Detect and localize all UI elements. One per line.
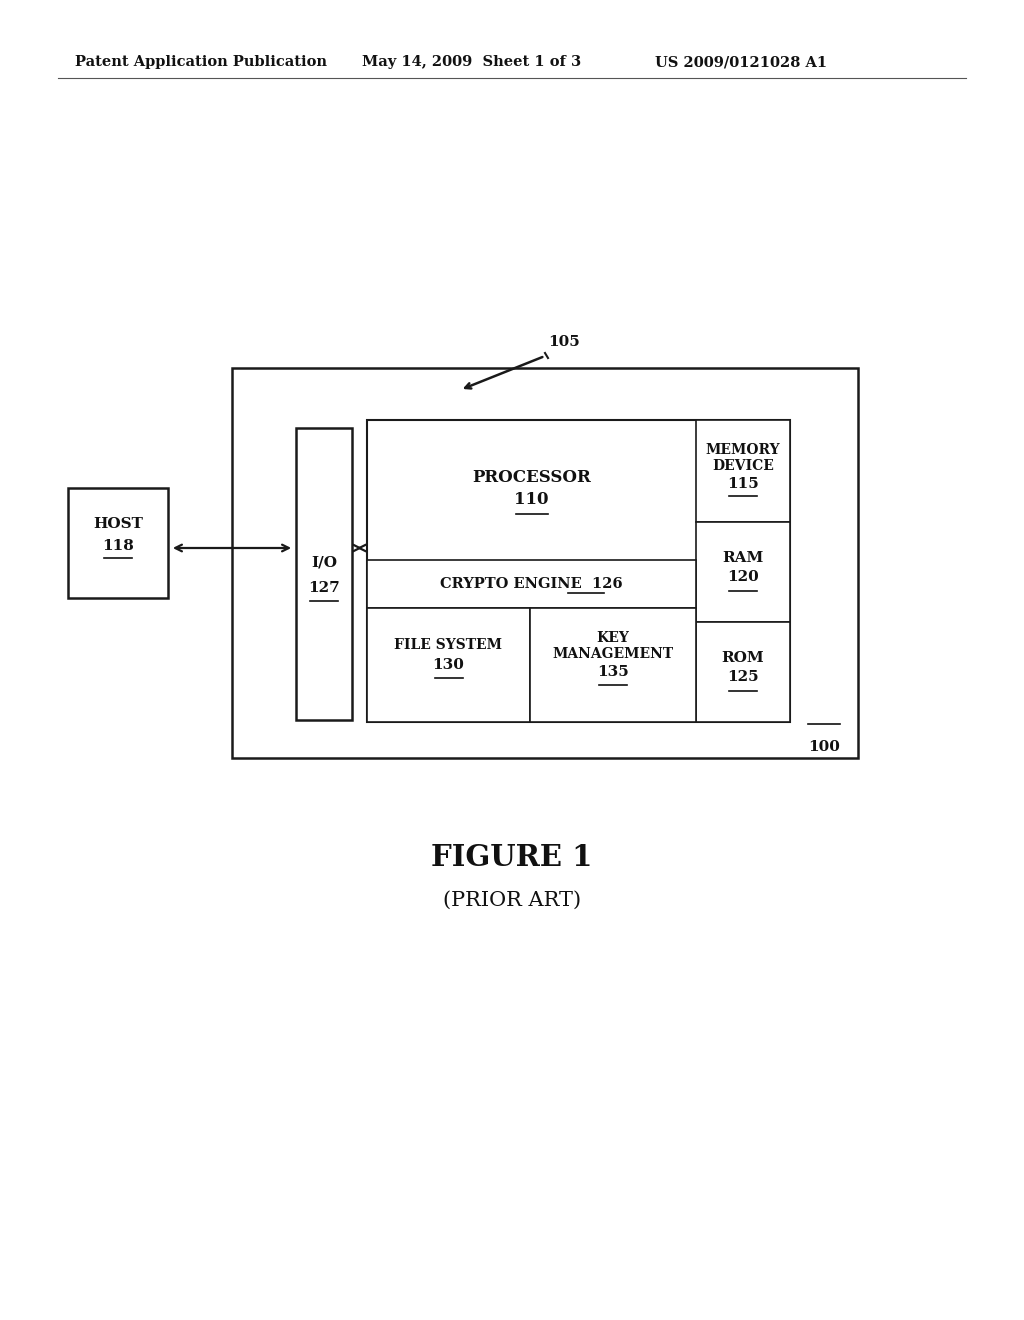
Text: 120: 120 <box>727 570 759 583</box>
Bar <box>367 420 790 722</box>
Bar <box>367 609 530 722</box>
Text: MEMORY: MEMORY <box>706 444 780 457</box>
Text: 105: 105 <box>548 335 580 348</box>
Text: 125: 125 <box>727 671 759 684</box>
Text: MANAGEMENT: MANAGEMENT <box>552 647 674 661</box>
Bar <box>696 521 790 622</box>
Text: 127: 127 <box>308 581 340 595</box>
Text: I/O: I/O <box>311 554 337 569</box>
Text: US 2009/0121028 A1: US 2009/0121028 A1 <box>655 55 827 69</box>
Text: FIGURE 1: FIGURE 1 <box>431 843 593 873</box>
Text: PROCESSOR: PROCESSOR <box>472 470 591 487</box>
Bar <box>232 368 858 758</box>
Text: Patent Application Publication: Patent Application Publication <box>75 55 327 69</box>
Bar <box>530 609 696 722</box>
Text: CRYPTO ENGINE  126: CRYPTO ENGINE 126 <box>440 577 623 591</box>
Text: 115: 115 <box>727 477 759 491</box>
Text: DEVICE: DEVICE <box>712 459 774 473</box>
Text: 135: 135 <box>597 665 629 678</box>
Text: HOST: HOST <box>93 517 143 531</box>
Text: FILE SYSTEM: FILE SYSTEM <box>394 638 503 652</box>
Bar <box>696 420 790 521</box>
Text: 130: 130 <box>432 657 465 672</box>
Bar <box>68 488 168 598</box>
Text: RAM: RAM <box>722 550 764 565</box>
Bar <box>696 622 790 722</box>
Text: 118: 118 <box>102 539 134 553</box>
Text: (PRIOR ART): (PRIOR ART) <box>443 891 581 909</box>
Text: 110: 110 <box>514 491 549 508</box>
Bar <box>296 428 352 719</box>
Text: KEY: KEY <box>597 631 630 645</box>
Text: ROM: ROM <box>722 651 764 665</box>
Text: 100: 100 <box>808 741 840 754</box>
Text: May 14, 2009  Sheet 1 of 3: May 14, 2009 Sheet 1 of 3 <box>362 55 582 69</box>
Bar <box>367 560 696 609</box>
